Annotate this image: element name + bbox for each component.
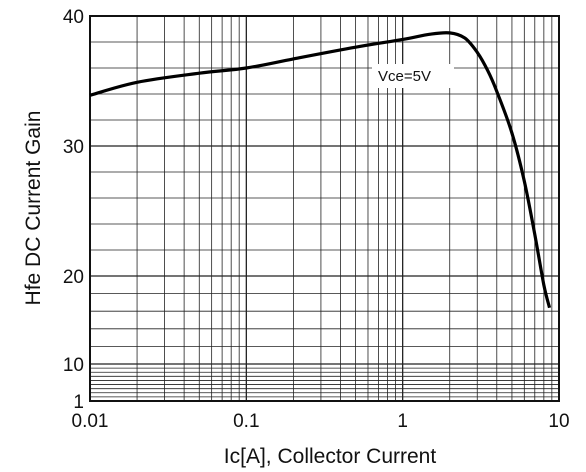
y-tick-label: 30 xyxy=(63,137,84,158)
y-tick-label: 10 xyxy=(63,355,84,376)
annotation-vce: Vce=5V xyxy=(372,64,454,88)
tick-labels: 0.01 0.1 1 10 1 10 20 30 40 xyxy=(63,7,570,432)
y-tick-label: 20 xyxy=(63,267,84,288)
annotation-label: Vce=5V xyxy=(378,68,431,85)
series-line-vce-5v xyxy=(89,31,552,309)
y-tick-label: 40 xyxy=(63,7,84,28)
x-tick-label: 0.1 xyxy=(233,411,259,432)
series-layer xyxy=(89,31,552,309)
y-tick-label: 1 xyxy=(73,392,84,413)
x-axis-title: Ic[A], Collector Current xyxy=(224,445,437,468)
x-tick-label: 1 xyxy=(397,411,408,432)
plot-frame xyxy=(89,15,560,402)
chart-grid xyxy=(90,16,559,401)
y-axis-title: Hfe DC Current Gain xyxy=(22,111,45,306)
x-tick-label: 10 xyxy=(548,411,569,432)
x-tick-label: 0.01 xyxy=(72,411,109,432)
